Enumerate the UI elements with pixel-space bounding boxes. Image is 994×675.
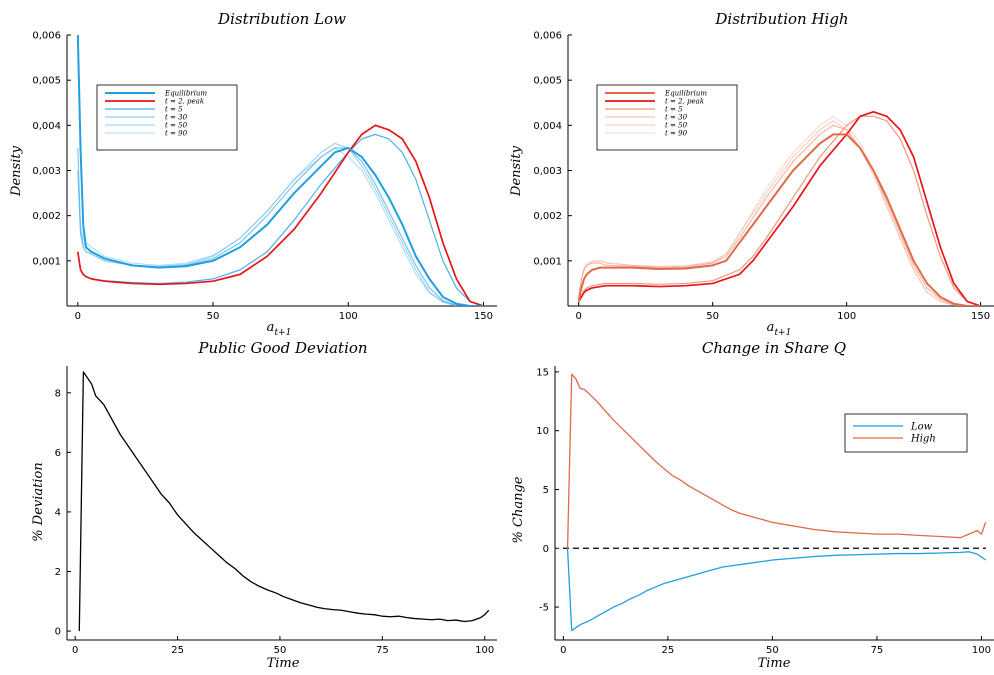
x-tick-label: 50 bbox=[207, 311, 220, 322]
y-tick-label: 0,003 bbox=[32, 166, 61, 177]
series-line-t-2-peak bbox=[76, 124, 484, 306]
legend-label: t = 50 bbox=[165, 122, 188, 130]
legend-box bbox=[844, 413, 968, 453]
series-line-t-5 bbox=[578, 115, 981, 306]
y-tick-label: 0,001 bbox=[32, 256, 61, 267]
x-tick-label: 100 bbox=[972, 645, 991, 656]
y-tick-label: 0 bbox=[55, 627, 61, 638]
x-tick-label: 25 bbox=[662, 645, 675, 656]
y-tick-label: 0,004 bbox=[32, 121, 61, 132]
y-tick-label: 5 bbox=[543, 485, 549, 496]
y-tick-label: 0,005 bbox=[32, 76, 61, 87]
x-tick-label: 100 bbox=[339, 311, 358, 322]
y-tick-label: 0,002 bbox=[32, 211, 61, 222]
y-tick-label: 6 bbox=[55, 448, 61, 459]
series-line-t-2-peak bbox=[577, 110, 981, 306]
y-tick-label: 2 bbox=[55, 567, 61, 578]
series-line-low bbox=[566, 548, 987, 632]
ylabel-change-in-share-q: % Change bbox=[511, 476, 526, 543]
panel-distribution-high: Distribution High at+1 Density 0 50 100 150… bbox=[509, 10, 994, 338]
xlabel-distribution-high: at+1 bbox=[767, 320, 792, 338]
x-tick-label: 150 bbox=[474, 311, 493, 322]
y-tick-label: 4 bbox=[55, 507, 61, 518]
y-tick-label: 0,004 bbox=[533, 121, 562, 132]
y-tick-label: 10 bbox=[536, 426, 549, 437]
legend-label: t = 30 bbox=[165, 114, 188, 122]
legend-label: t = 90 bbox=[665, 130, 688, 138]
title-distribution-low: Distribution Low bbox=[217, 10, 346, 28]
x-tick-label: 50 bbox=[706, 311, 719, 322]
legend-label: t = 50 bbox=[665, 122, 688, 130]
y-tick-label: 0,002 bbox=[533, 211, 562, 222]
series-line-t-30 bbox=[578, 124, 968, 306]
x-tick-label: 0 bbox=[560, 645, 566, 656]
xlabel-public-good-deviation: Time bbox=[267, 656, 300, 671]
y-tick-label: 15 bbox=[536, 367, 549, 378]
y-tick-label: 0,006 bbox=[32, 31, 61, 42]
series-line-t-30 bbox=[77, 147, 470, 306]
y-tick-label: 0 bbox=[543, 544, 549, 555]
legend-label: t = 2, peak bbox=[165, 98, 204, 106]
legend-label: Low bbox=[910, 422, 933, 433]
legend-label: Equilibrium bbox=[664, 90, 707, 98]
panel-public-good-deviation: Public Good Deviation Time % Deviation 0… bbox=[31, 339, 497, 671]
legend-label: High bbox=[910, 434, 936, 445]
x-tick-label: 25 bbox=[171, 645, 184, 656]
series-line-main bbox=[78, 371, 490, 632]
y-tick-label: -5 bbox=[539, 603, 549, 614]
ylabel-distribution-low: Density bbox=[9, 145, 24, 197]
legend-label: t = 5 bbox=[165, 106, 183, 114]
panel-change-in-share-q: Change in Share Q Time % Change 0 25 50 75 1… bbox=[511, 339, 994, 671]
series-line-high bbox=[566, 373, 987, 549]
legend-label: Equilibrium bbox=[164, 90, 207, 98]
x-tick-label: 100 bbox=[837, 311, 856, 322]
x-tick-label: 100 bbox=[475, 645, 494, 656]
series-line-equilibrium bbox=[577, 133, 981, 306]
panel-distribution-low: Distribution Low at+1 Density 0 50 100 150 0… bbox=[9, 10, 497, 338]
x-tick-label: 75 bbox=[376, 645, 389, 656]
series-line-equilibrium bbox=[76, 35, 484, 306]
title-change-in-share-q: Change in Share Q bbox=[702, 339, 846, 357]
x-tick-label: 150 bbox=[971, 311, 990, 322]
ylabel-public-good-deviation: % Deviation bbox=[31, 462, 46, 541]
x-tick-label: 50 bbox=[274, 645, 287, 656]
x-tick-label: 50 bbox=[766, 645, 779, 656]
x-tick-label: 0 bbox=[576, 311, 582, 322]
y-tick-label: 8 bbox=[55, 388, 61, 399]
xlabel-change-in-share-q: Time bbox=[758, 656, 791, 671]
y-tick-label: 0,003 bbox=[533, 166, 562, 177]
legend-label: t = 2, peak bbox=[665, 98, 704, 106]
y-tick-label: 0,001 bbox=[533, 256, 562, 267]
legend-label: t = 30 bbox=[665, 114, 688, 122]
ylabel-distribution-high: Density bbox=[509, 145, 524, 197]
y-tick-label: 0,006 bbox=[533, 31, 562, 42]
legend-label: t = 5 bbox=[665, 106, 683, 114]
title-public-good-deviation: Public Good Deviation bbox=[197, 339, 367, 357]
legend-label: t = 90 bbox=[165, 130, 188, 138]
xlabel-distribution-low: at+1 bbox=[267, 320, 292, 338]
x-tick-label: 0 bbox=[75, 311, 81, 322]
x-tick-label: 0 bbox=[72, 645, 78, 656]
title-distribution-high: Distribution High bbox=[714, 10, 848, 28]
x-tick-label: 75 bbox=[871, 645, 884, 656]
series-line-t-50 bbox=[578, 120, 968, 306]
y-tick-label: 0,005 bbox=[533, 76, 562, 87]
